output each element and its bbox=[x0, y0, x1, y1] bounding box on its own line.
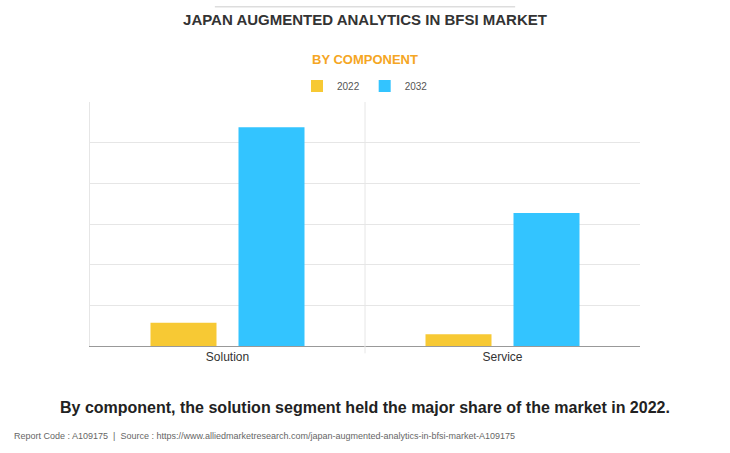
svg-text:BY COMPONENT: BY COMPONENT bbox=[312, 52, 418, 67]
svg-text:Report Code : A109175 | Sour: Report Code : A109175 | Source : https:/… bbox=[14, 431, 515, 441]
svg-text:2022: 2022 bbox=[337, 81, 360, 92]
svg-text:JAPAN AUGMENTED ANALYTICS IN B: JAPAN AUGMENTED ANALYTICS IN BFSI MARKET bbox=[183, 11, 547, 28]
svg-text:Service: Service bbox=[482, 350, 522, 364]
svg-text:Solution: Solution bbox=[206, 350, 249, 364]
svg-text:2032: 2032 bbox=[405, 81, 428, 92]
svg-text:By component, the solution seg: By component, the solution segment held … bbox=[60, 399, 670, 416]
